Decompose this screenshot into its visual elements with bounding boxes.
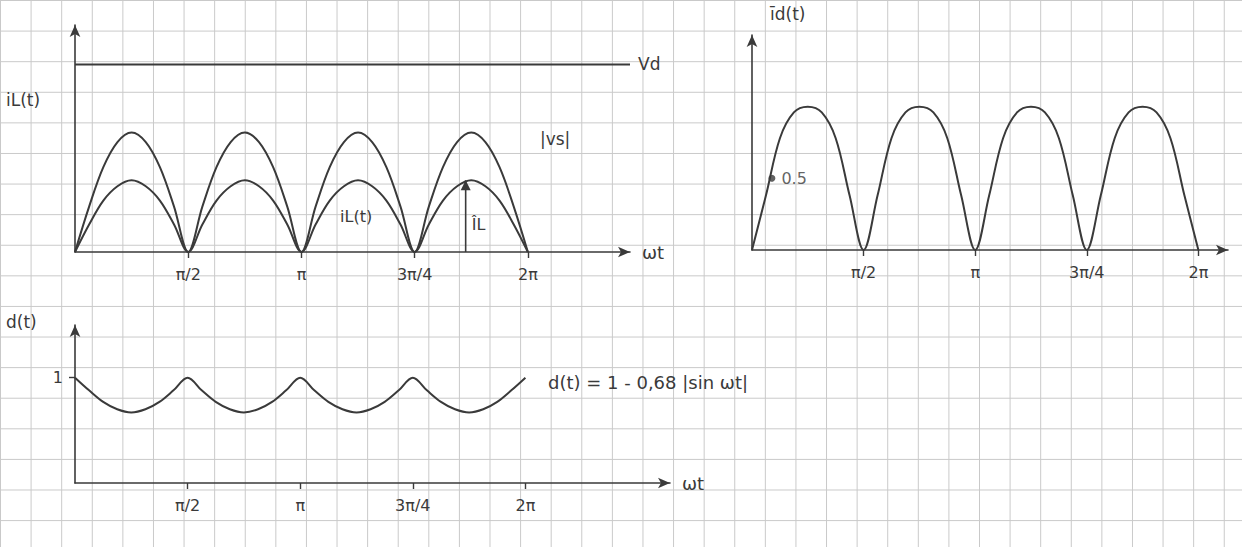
svg-text:π/2: π/2 [175,496,200,515]
svg-text:1: 1 [53,368,63,387]
svg-text:d(t) = 1 - 0,68 |sin ωt|: d(t) = 1 - 0,68 |sin ωt| [548,372,748,393]
svg-text:π/2: π/2 [851,263,876,282]
svg-text:ωt: ωt [642,242,664,263]
svg-text:|vs|: |vs| [540,129,570,149]
svg-text:3π/4: 3π/4 [1069,263,1104,282]
svg-text:d(t): d(t) [6,312,37,332]
svg-text:3π/4: 3π/4 [395,496,430,515]
svg-text:iL(t): iL(t) [6,90,40,110]
svg-text:iL(t): iL(t) [340,207,372,226]
svg-text:π: π [297,265,307,284]
svg-text:2π: 2π [1188,263,1208,282]
svg-text:īd(t): īd(t) [769,4,805,24]
svg-text:2π: 2π [516,496,536,515]
svg-text:π/2: π/2 [176,265,201,284]
svg-text:π: π [970,263,980,282]
svg-text:π: π [295,496,305,515]
svg-text:0.5: 0.5 [781,169,806,188]
svg-text:Vd: Vd [638,54,660,74]
svg-text:ÎL: ÎL [471,215,486,234]
svg-text:ωt: ωt [682,473,704,494]
svg-text:2π: 2π [518,265,538,284]
svg-text:3π/4: 3π/4 [397,265,432,284]
